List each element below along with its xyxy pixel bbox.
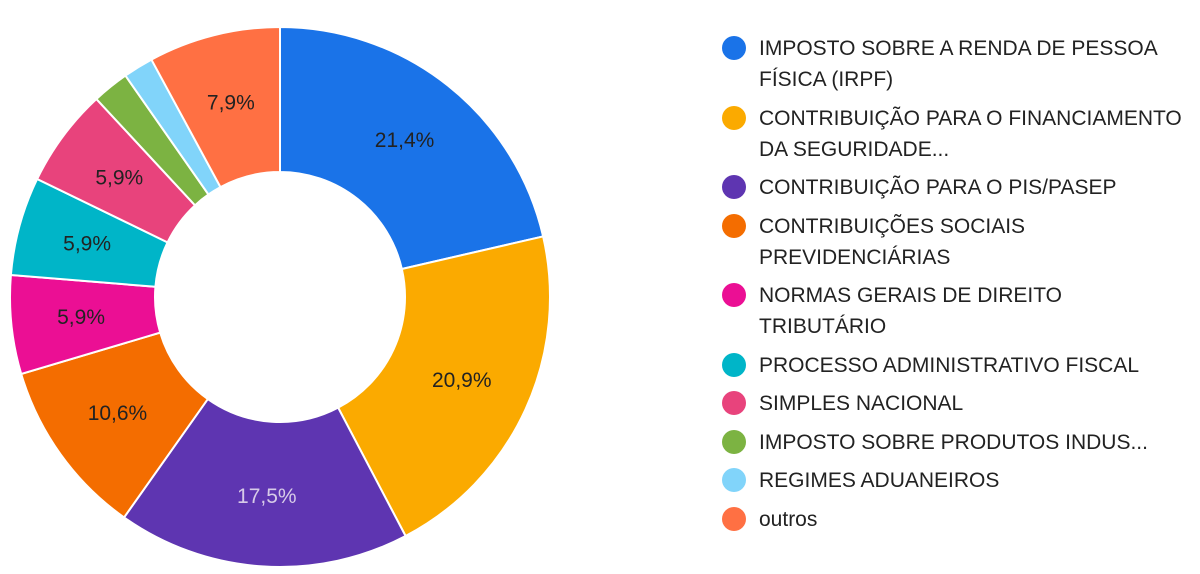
legend-swatch [722,283,746,307]
legend-label: CONTRIBUIÇÃO PARA O PIS/PASEP [759,176,1117,199]
donut-slice [19,331,210,519]
legend-swatch [722,391,746,415]
donut-slice [150,25,281,189]
legend-label: CONTRIBUIÇÃO PARA O FINANCIAMENTO DA SEG… [759,106,1182,161]
legend-label: outros [759,507,818,531]
legend-item: IMPOSTO SOBRE PRODUTOS INDUS... [722,427,1192,458]
legend-label: REGIMES ADUANEIROS [759,469,1000,492]
legend-item: outros [722,504,1192,535]
legend-label: NORMAS GERAIS DE DIREITO TRIBUTÁRIO [759,284,1062,338]
legend-item: NORMAS GERAIS DE DIREITO TRIBUTÁRIO [722,280,1192,342]
legend-swatch [722,213,746,238]
donut-slice [336,235,551,538]
legend-swatch [722,429,746,454]
slice-data-label: 5,9% [57,306,105,329]
legend-label: IMPOSTO SOBRE A RENDA DE PESSOA FÍSICA (… [759,37,1157,91]
legend-swatch [722,506,746,531]
legend-item: IMPOSTO SOBRE A RENDA DE PESSOA FÍSICA (… [722,33,1192,95]
slice-data-label: 21,4% [375,129,435,152]
legend-swatch [722,175,746,199]
legend-item: PROCESSO ADMINISTRATIVO FISCAL [722,350,1192,381]
legend-item: CONTRIBUIÇÕES SOCIAIS PREVIDENCIÁRIAS [722,211,1192,273]
donut-slice [279,25,545,271]
legend-item: CONTRIBUIÇÃO PARA O PIS/PASEP [722,172,1192,203]
slice-data-label: 7,9% [207,92,255,115]
legend-label: PROCESSO ADMINISTRATIVO FISCAL [759,353,1140,377]
legend-item: CONTRIBUIÇÃO PARA O FINANCIAMENTO DA SEG… [722,103,1192,165]
legend-swatch [722,352,746,377]
donut-slice [122,397,407,568]
slice-data-label: 20,9% [432,369,492,392]
legend-swatch [722,468,746,492]
slice-data-label: 5,9% [95,166,143,189]
legend-label: IMPOSTO SOBRE PRODUTOS INDUS... [759,430,1148,454]
legend-item: REGIMES ADUANEIROS [722,465,1192,496]
legend-label: SIMPLES NACIONAL [759,392,964,415]
donut-chart: 21,4% 20,9% 17,5% 10,6% 5,9% 5,9% 5,9% 7,9% [9,25,551,568]
slice-data-label: 17,5% [237,485,297,508]
slice-data-label: 10,6% [88,402,148,425]
legend-item: SIMPLES NACIONAL [722,388,1192,419]
legend-label: CONTRIBUIÇÕES SOCIAIS PREVIDENCIÁRIAS [759,214,1026,269]
chart-legend: IMPOSTO SOBRE A RENDA DE PESSOA FÍSICA (… [722,33,1192,542]
legend-swatch [722,105,746,130]
legend-swatch [722,36,746,60]
slice-data-label: 5,9% [63,233,111,256]
